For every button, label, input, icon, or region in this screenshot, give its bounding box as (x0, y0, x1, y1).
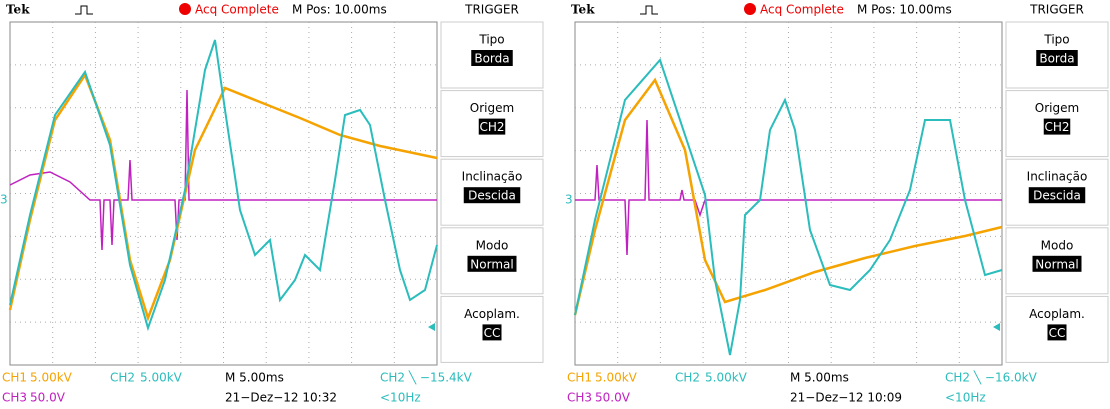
status-dot (179, 3, 191, 15)
ch3-marker: 3 (565, 193, 573, 207)
oscilloscope-screen: Tek Acq Complete M Pos: 10.00ms TRIGGER 3 Tip… (565, 3, 1108, 405)
footer-frequency: <10Hz (945, 391, 986, 405)
footer-ch2: CH2 (675, 371, 700, 385)
menu-value: Borda (1039, 52, 1074, 66)
footer-ch3-scale: 50.0V (595, 391, 631, 405)
footer-ch2-scale: 5.00kV (140, 371, 183, 385)
footer-ch1-scale: 5.00kV (30, 371, 73, 385)
status-dot (744, 3, 756, 15)
menu-label: Acoplam. (464, 307, 520, 321)
footer-timebase: M 5.00ms (225, 371, 284, 385)
menu-label: Acoplam. (1029, 307, 1085, 321)
footer-datetime: 21−Dez−12 10:09 (790, 391, 902, 405)
menu-label: Modo (476, 238, 509, 252)
menu-value: Descida (1033, 189, 1081, 203)
footer-ch3-scale: 50.0V (30, 391, 66, 405)
menu-value: CH2 (1044, 120, 1069, 134)
graticule-frame (10, 22, 437, 365)
position: M Pos: 10.00ms (857, 3, 952, 17)
menu-label: Tipo (478, 33, 504, 47)
footer-ch2-scale: 5.00kV (705, 371, 748, 385)
position: M Pos: 10.00ms (292, 3, 387, 17)
ch3-marker: 3 (0, 193, 8, 207)
footer-trigger: CH2 ╲ −15.4kV (380, 370, 473, 385)
menu-label: Origem (1035, 101, 1079, 115)
status: Acq Complete (195, 3, 279, 17)
menu-label: Inclinação (462, 170, 523, 184)
pulse-icon (640, 6, 658, 14)
menu-title: TRIGGER (1029, 3, 1084, 17)
menu-label: Tipo (1043, 33, 1069, 47)
menu-label: Inclinação (1027, 170, 1088, 184)
pulse-icon (75, 6, 93, 14)
scope-screenshots: Tek Acq Complete M Pos: 10.00ms TRIGGER 3 Tip… (0, 0, 1110, 405)
footer-ch1: CH1 (2, 371, 27, 385)
menu-value: CC (1049, 326, 1066, 340)
menu-label: Modo (1041, 238, 1074, 252)
oscilloscope-screen: Tek Acq Complete M Pos: 10.00ms TRIGGER 3 Tip… (0, 3, 543, 405)
footer-ch2: CH2 (110, 371, 135, 385)
footer-ch3: CH3 (2, 391, 27, 405)
menu-value: Normal (470, 257, 513, 271)
status: Acq Complete (760, 3, 844, 17)
graticule-frame (575, 22, 1002, 365)
footer-ch1-scale: 5.00kV (595, 371, 638, 385)
brand: Tek (571, 3, 595, 17)
menu-value: CH2 (479, 120, 504, 134)
menu-value: Normal (1035, 257, 1078, 271)
brand: Tek (6, 3, 30, 17)
footer-frequency: <10Hz (380, 391, 421, 405)
menu-value: Borda (474, 52, 509, 66)
menu-label: Origem (470, 101, 514, 115)
footer-trigger: CH2 ╲ −16.0kV (945, 370, 1038, 385)
footer-datetime: 21−Dez−12 10:32 (225, 391, 337, 405)
menu-value: CC (484, 326, 501, 340)
footer-ch3: CH3 (567, 391, 592, 405)
footer-timebase: M 5.00ms (790, 371, 849, 385)
menu-value: Descida (468, 189, 516, 203)
footer-ch1: CH1 (567, 371, 592, 385)
menu-title: TRIGGER (464, 3, 519, 17)
